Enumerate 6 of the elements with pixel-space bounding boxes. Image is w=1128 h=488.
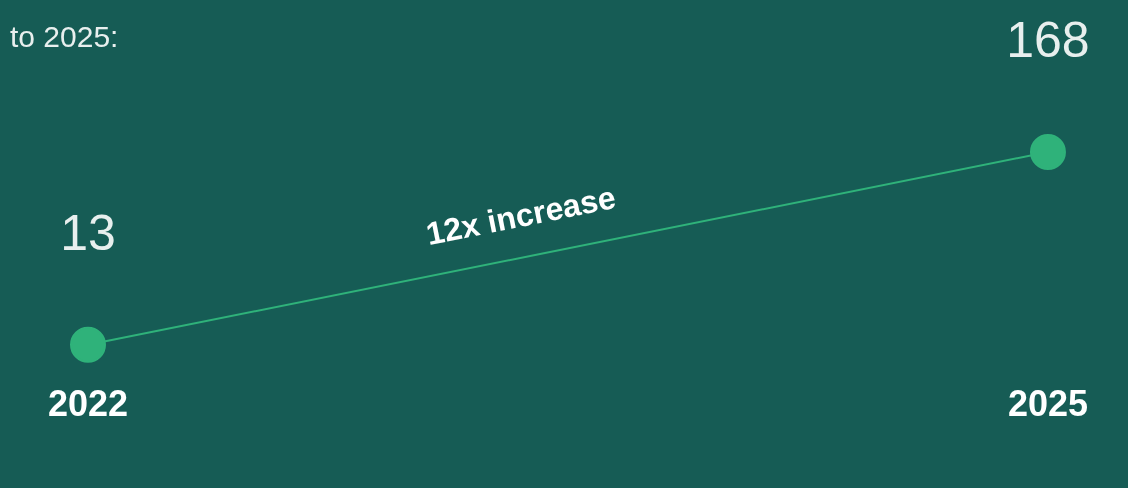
x-tick-label: 2022 [47,383,129,425]
annotation: 12x increase [423,179,619,253]
data-label: 168 [1006,12,1090,68]
x-tick-label: 2025 [1007,383,1088,425]
data-label: 13 [60,204,116,261]
chart-title: to 2025: [10,20,119,54]
